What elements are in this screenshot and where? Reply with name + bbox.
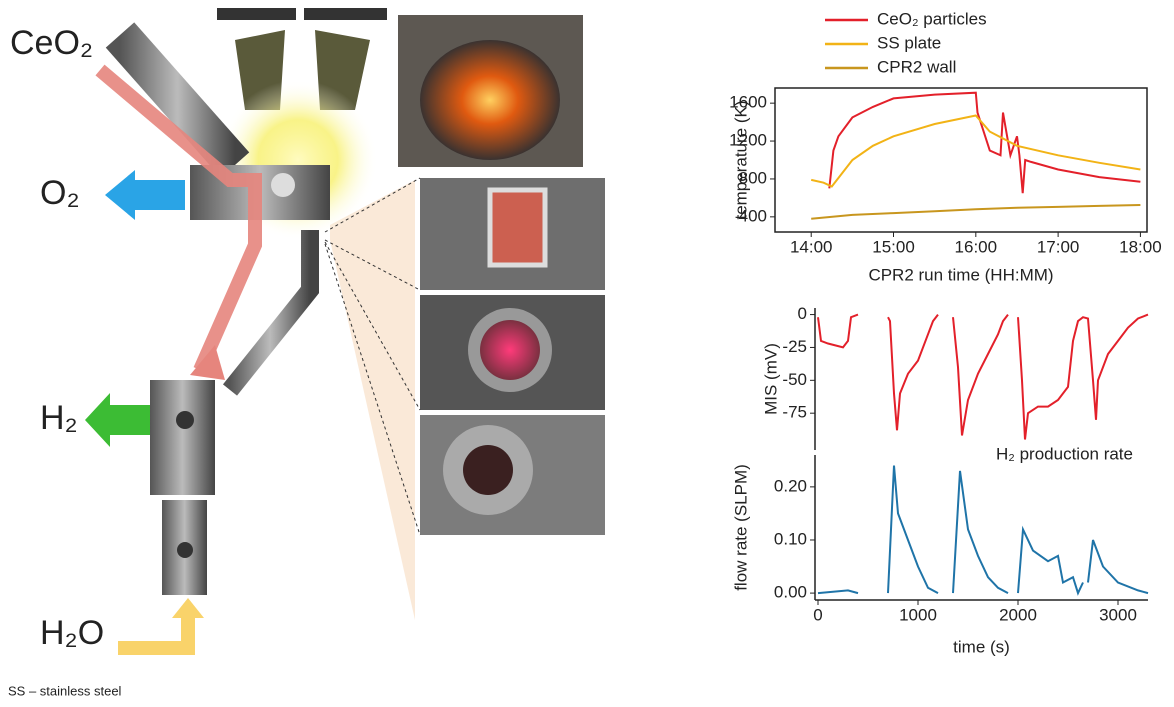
annotation: H₂ production rate [996,444,1133,463]
x-axis-label: time (s) [953,637,1010,656]
x-tick-label: 18:00 [1119,237,1162,256]
y-tick-label: -75 [782,403,807,422]
data-line [817,465,1149,596]
y-tick-label: 1200 [729,131,767,150]
y-axis-label: MIS (mV) [761,343,780,415]
legend-label: SS plate [877,33,941,52]
label-o2: O₂ [40,174,80,212]
y-axis-label: flow rate (SLPM) [731,464,750,591]
y-axis-label: temperature (K) [731,100,750,219]
data-line [811,204,1141,220]
data-line [810,114,1141,188]
y-tick-label: 800 [739,168,767,187]
label-h2o: H₂O [40,614,104,652]
y-tick-label: 400 [739,206,767,225]
x-tick-label: 1000 [899,605,937,624]
label-ceo2: CeO₂ [10,24,93,62]
data-line [828,91,1141,194]
label-h2: H₂ [40,399,78,437]
y-tick-label: 0.00 [774,583,807,602]
diagram: CeO₂ O₂ H₂ H₂O [10,8,605,655]
legend-label: CeO₂ particles [877,9,987,28]
x-tick-label: 3000 [1099,605,1137,624]
y-tick-label: 0.20 [774,476,807,495]
x-axis-label: CPR2 run time (HH:MM) [868,265,1053,284]
y-tick-label: -50 [782,370,807,389]
x-tick-label: 14:00 [790,237,833,256]
x-tick-label: 0 [813,605,822,624]
y-tick-label: -25 [782,337,807,356]
data-line [817,313,1149,440]
y-tick-label: 1600 [729,93,767,112]
y-tick-label: 0.10 [774,529,807,548]
y-tick-label: 0 [798,304,807,323]
x-tick-label: 16:00 [955,237,998,256]
x-tick-label: 2000 [999,605,1037,624]
legend-label: CPR2 wall [877,57,956,76]
x-tick-label: 17:00 [1037,237,1080,256]
plot-frame [774,87,1148,233]
x-tick-label: 15:00 [872,237,915,256]
footnote: SS – stainless steel [8,683,122,698]
